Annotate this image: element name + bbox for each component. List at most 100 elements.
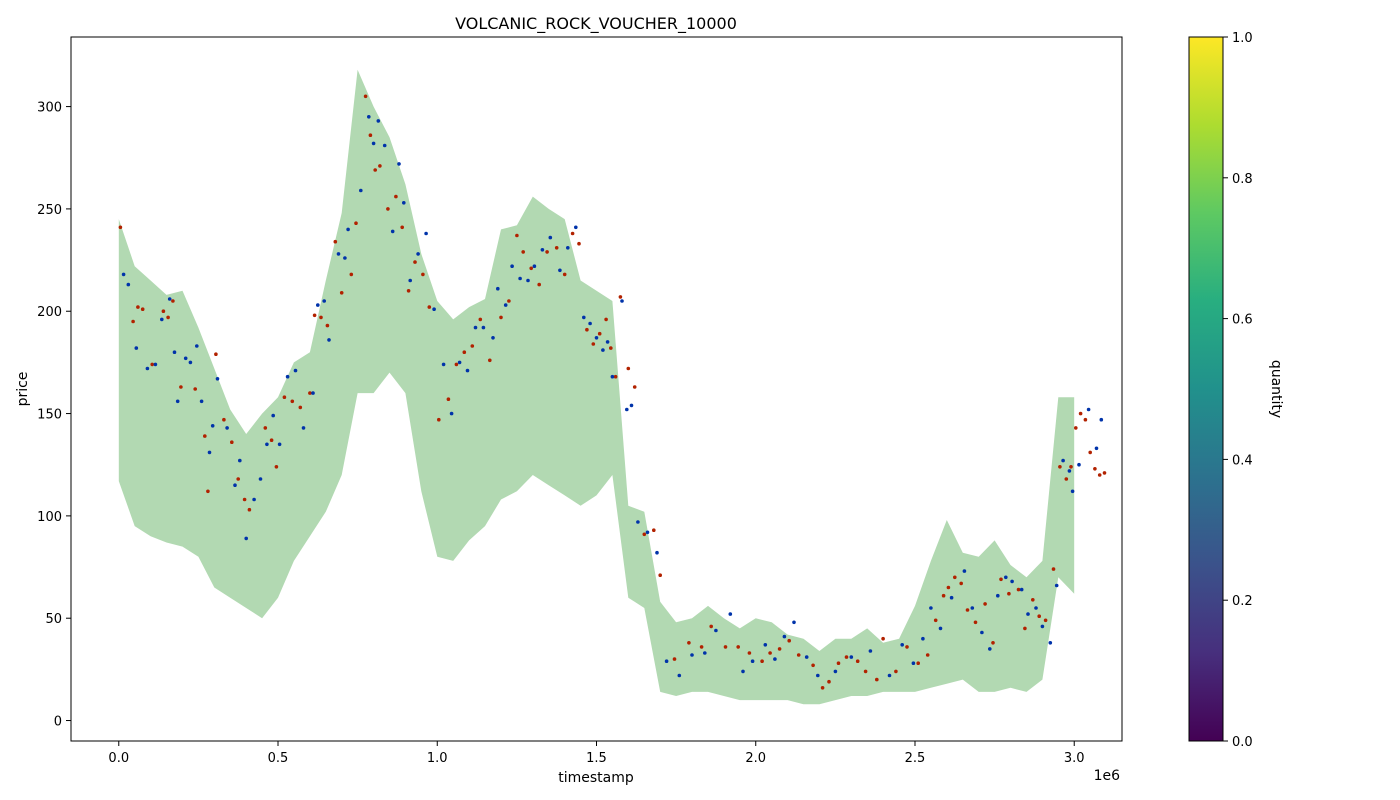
data-point — [183, 356, 188, 361]
data-point — [980, 630, 984, 635]
data-point — [244, 536, 248, 541]
data-point — [277, 442, 282, 447]
data-point — [343, 256, 347, 260]
data-point — [188, 360, 193, 365]
data-point — [263, 426, 268, 430]
data-point — [1061, 458, 1065, 463]
data-point — [1088, 450, 1092, 455]
data-point — [605, 340, 610, 344]
y-tick-label: 200 — [37, 305, 62, 320]
data-point — [741, 669, 745, 674]
data-point — [215, 377, 220, 381]
data-point — [618, 295, 623, 299]
y-tick-label: 250 — [37, 203, 62, 218]
data-point — [996, 593, 1000, 598]
data-point — [236, 477, 240, 481]
data-point — [962, 569, 967, 573]
x-tick-label: 0.5 — [268, 751, 289, 766]
data-point — [1031, 598, 1035, 602]
data-point — [496, 286, 500, 291]
data-point — [787, 638, 791, 643]
data-point — [333, 239, 338, 244]
data-point — [316, 303, 320, 307]
data-point — [588, 321, 592, 326]
data-point — [632, 385, 637, 389]
data-point — [457, 360, 462, 365]
data-point — [195, 344, 199, 348]
y-tick-label: 150 — [37, 408, 62, 423]
data-point — [378, 164, 382, 168]
data-point — [491, 336, 495, 340]
data-point — [911, 661, 916, 665]
data-point — [690, 653, 694, 657]
data-point — [462, 350, 467, 355]
data-point — [214, 352, 218, 357]
data-point — [222, 417, 226, 422]
data-point — [723, 645, 728, 649]
data-point — [953, 575, 957, 580]
data-point — [171, 299, 175, 303]
trade-points — [118, 94, 1107, 690]
data-point — [199, 399, 204, 404]
colorbar-ticks: 0.0 0.2 0.4 0.6 0.8 1.0 — [1223, 31, 1253, 750]
y-axis: 0 50 100 150 200 250 300 — [37, 101, 71, 730]
data-point — [827, 679, 831, 684]
series-1 — [121, 115, 1104, 678]
data-point — [642, 532, 647, 537]
data-point — [1010, 579, 1014, 584]
data-point — [949, 595, 954, 600]
data-point — [465, 368, 470, 373]
data-point — [1019, 587, 1024, 592]
data-point — [1054, 583, 1059, 588]
x-tick-label: 2.5 — [905, 751, 926, 766]
data-point — [507, 299, 511, 303]
data-point — [736, 645, 740, 649]
data-point — [454, 362, 459, 367]
data-point — [503, 303, 508, 307]
data-point — [1040, 624, 1045, 629]
data-point — [777, 647, 782, 651]
data-point — [166, 315, 170, 320]
data-point — [293, 368, 298, 373]
data-point — [672, 657, 677, 661]
data-point — [322, 299, 327, 303]
data-point — [446, 397, 451, 402]
data-point — [983, 602, 987, 606]
x-tick-label: 0.0 — [108, 751, 129, 766]
data-point — [804, 655, 809, 659]
data-point — [1086, 407, 1091, 412]
data-point — [747, 651, 752, 655]
data-point — [1067, 469, 1072, 473]
data-point — [449, 411, 454, 416]
data-point — [179, 385, 183, 389]
data-point — [515, 233, 519, 238]
data-point — [820, 686, 825, 690]
data-point — [782, 634, 787, 639]
chart-title: VOLCANIC_ROCK_VOUCHER_10000 — [455, 14, 737, 34]
data-point — [532, 264, 537, 269]
data-point — [285, 374, 290, 379]
data-point — [427, 305, 432, 309]
data-point — [548, 235, 553, 240]
data-point — [470, 344, 475, 348]
data-point — [359, 188, 363, 193]
data-point — [594, 336, 599, 340]
data-point — [626, 366, 631, 371]
data-point — [629, 403, 634, 408]
y-tick-label: 50 — [45, 612, 62, 627]
data-point — [258, 477, 263, 481]
data-point — [368, 133, 373, 137]
data-point — [290, 399, 295, 404]
data-point — [566, 246, 570, 250]
data-point — [325, 323, 330, 328]
data-point — [441, 362, 446, 367]
x-tick-label: 1.5 — [586, 751, 607, 766]
data-point — [636, 520, 640, 524]
data-point — [1078, 411, 1083, 416]
data-point — [714, 628, 718, 633]
data-point — [153, 362, 158, 367]
x-tick-label: 1.0 — [427, 751, 448, 766]
data-point — [230, 440, 234, 445]
data-point — [570, 231, 575, 236]
data-point — [863, 669, 868, 674]
